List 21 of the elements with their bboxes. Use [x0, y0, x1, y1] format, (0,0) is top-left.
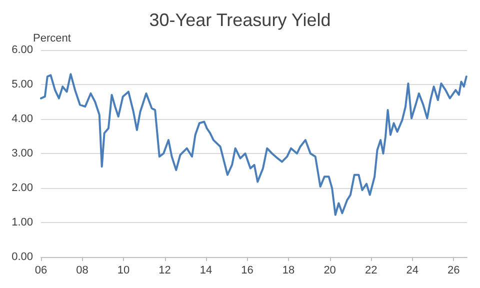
- y-tick-label: 3.00: [12, 148, 33, 160]
- y-tick-label: 2.00: [12, 182, 33, 194]
- y-tick-label: 4.00: [12, 113, 33, 125]
- x-tick-label: 10: [117, 264, 130, 276]
- x-tick-label: 16: [241, 264, 254, 276]
- x-tick-label: 22: [364, 264, 378, 276]
- x-tick-label: 18: [282, 264, 295, 276]
- y-tick-label: 5.00: [12, 78, 33, 90]
- x-tick-label: 24: [406, 264, 418, 276]
- x-tick-label: 26: [447, 264, 460, 276]
- y-tick-label: 0.00: [12, 251, 33, 263]
- y-axis-title: Percent: [33, 32, 71, 44]
- x-tick-label: 12: [158, 264, 171, 276]
- y-tick-label: 1.00: [12, 216, 33, 228]
- y-tick-label: 6.00: [12, 44, 33, 56]
- x-tick-label: 20: [324, 264, 336, 276]
- x-tick-label: 06: [34, 264, 48, 276]
- x-tick-label: 08: [76, 264, 88, 276]
- line-series: [40, 73, 468, 216]
- x-tick-label: 14: [200, 264, 212, 276]
- chart-title: 30-Year Treasury Yield: [149, 10, 331, 30]
